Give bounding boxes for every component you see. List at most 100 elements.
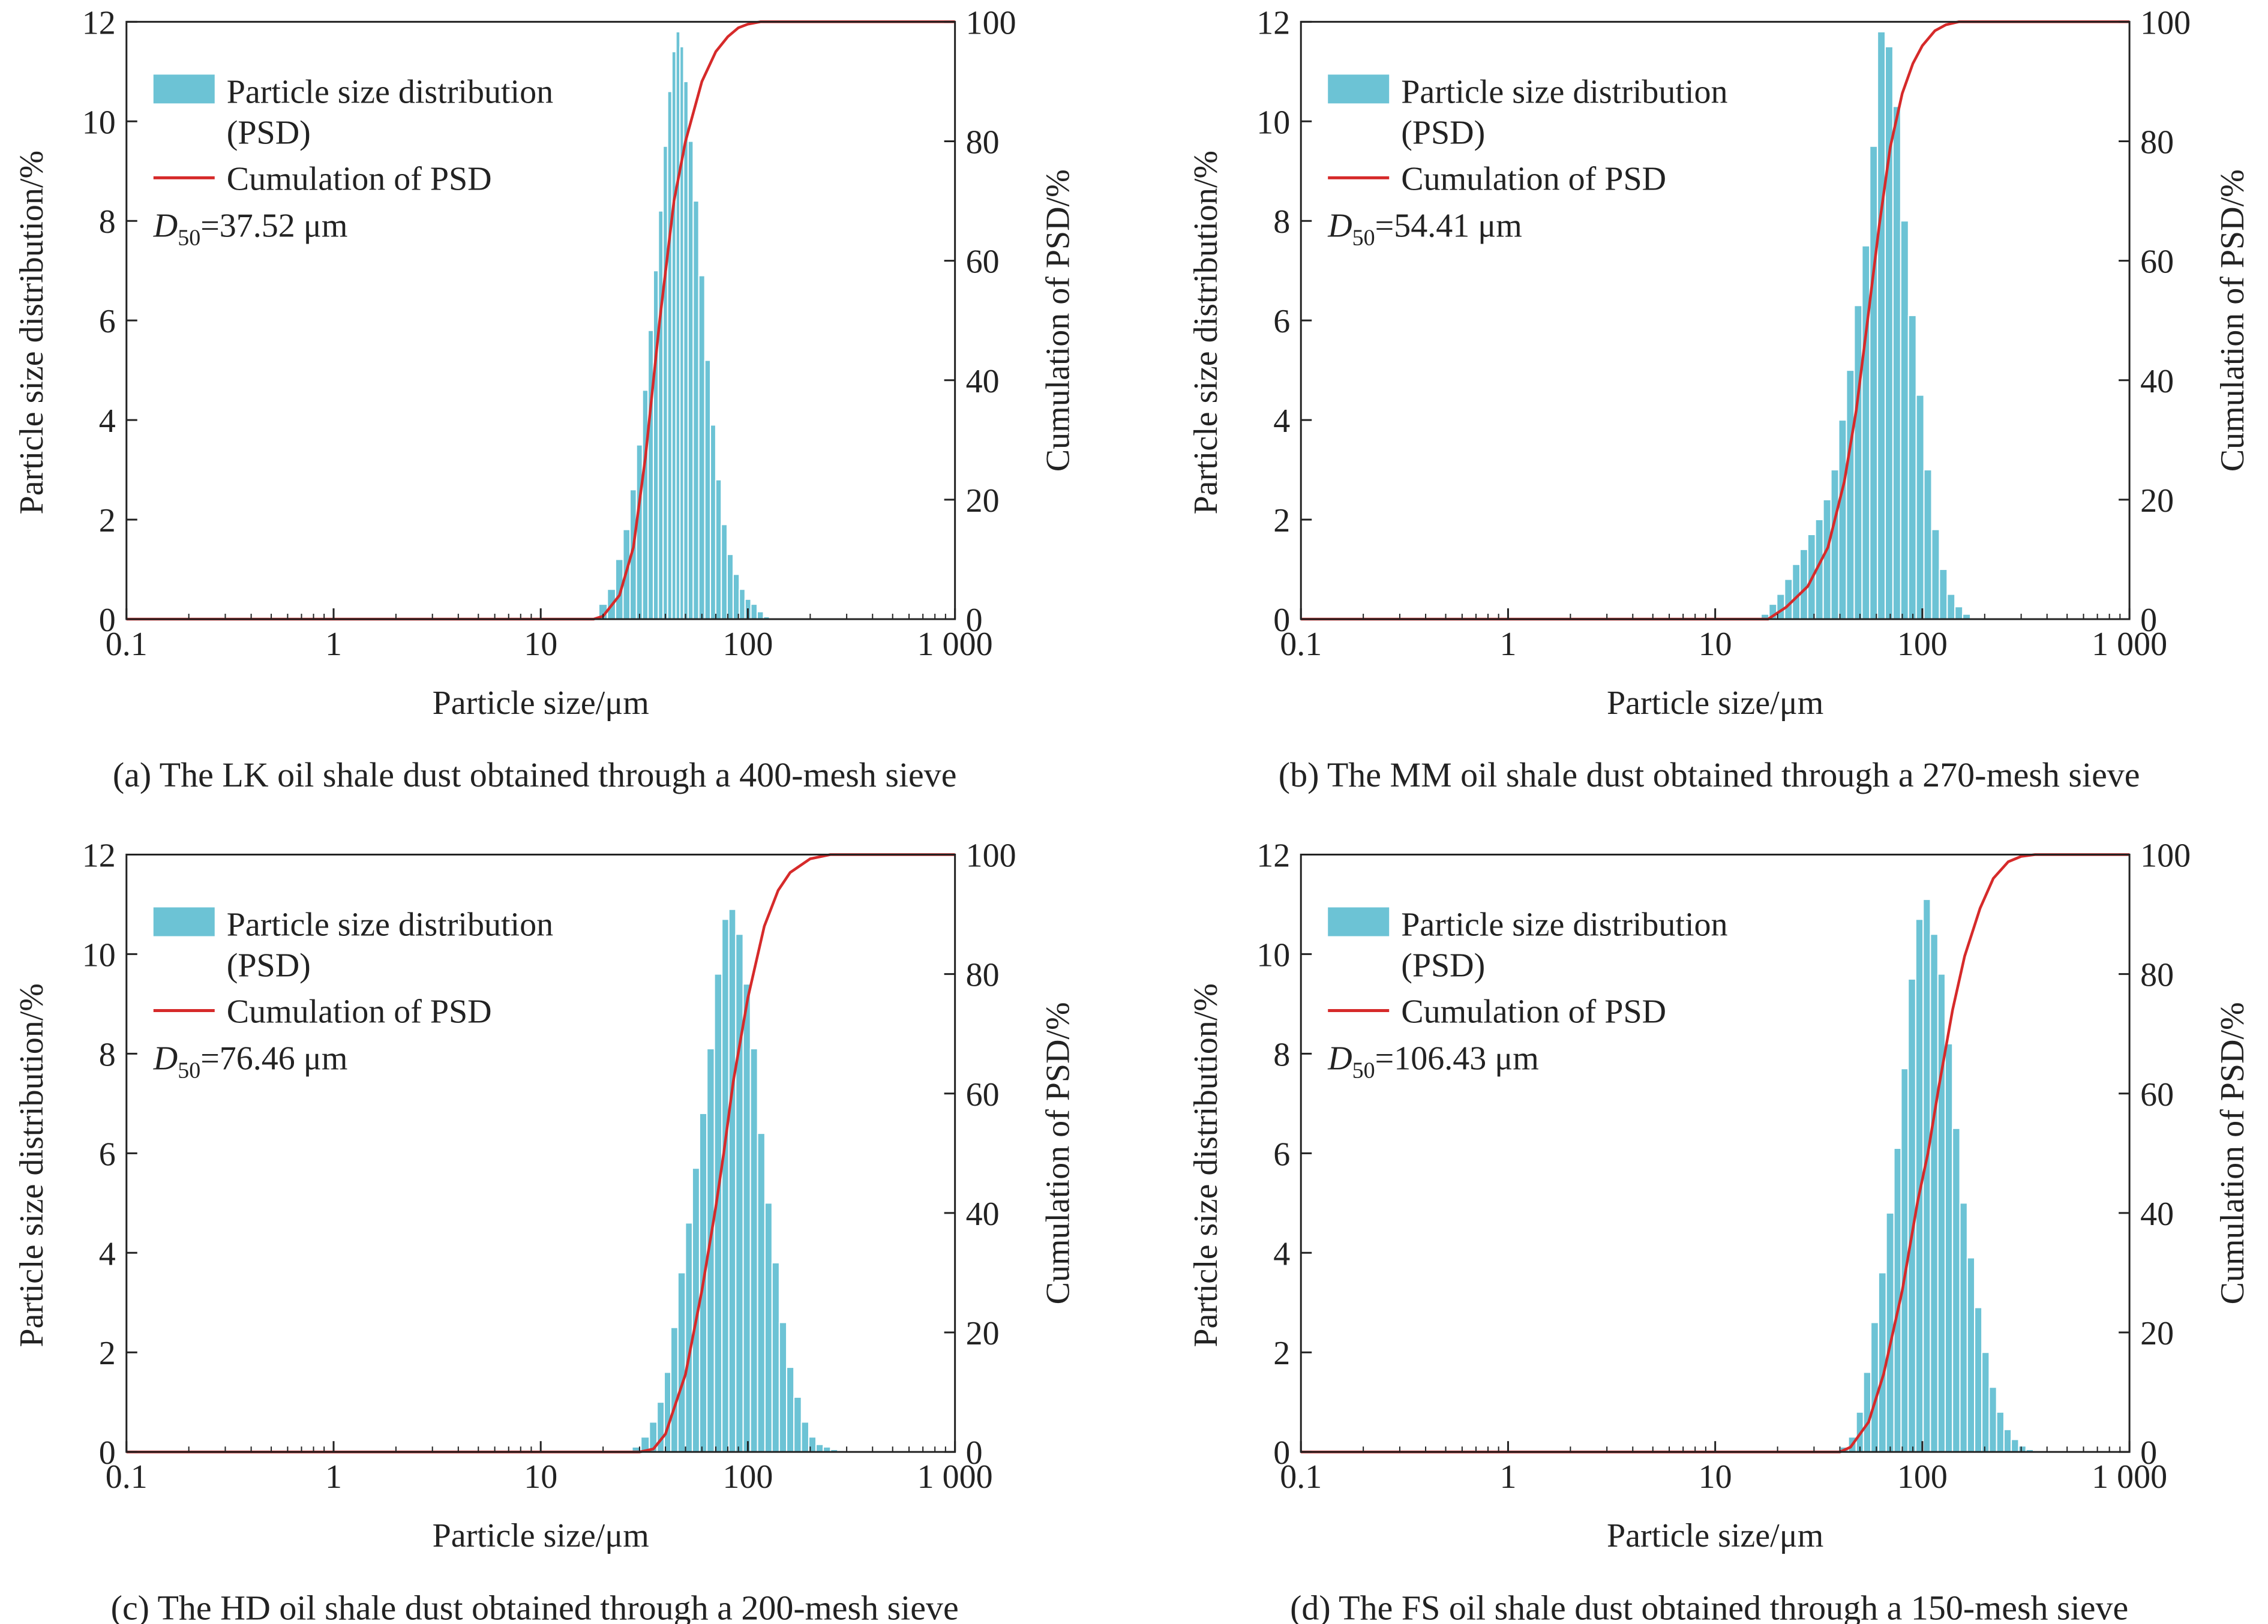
x-tick-label: 1 000 bbox=[917, 626, 993, 663]
chart-panel-b: 0.1 1 10 100 1 000024681012020406080100Parti… bbox=[1187, 4, 2251, 794]
y-right-tick-label: 20 bbox=[966, 1315, 1000, 1352]
psd-bar bbox=[815, 1443, 824, 1453]
y-right-tick-label: 60 bbox=[2140, 244, 2174, 281]
legend-psd-label-2: (PSD) bbox=[227, 947, 311, 984]
y-right-tick-label: 80 bbox=[2140, 124, 2174, 161]
psd-bar bbox=[1907, 314, 1917, 620]
psd-bar bbox=[1952, 1127, 1961, 1453]
psd-bar bbox=[1869, 145, 1879, 620]
x-tick-label: 1 bbox=[1499, 626, 1516, 663]
legend-psd-label: Particle size distribution bbox=[227, 906, 553, 943]
psd-bar bbox=[1923, 469, 1933, 620]
panel-caption: (c) The HD oil shale dust obtained throu… bbox=[111, 1588, 959, 1624]
psd-bar bbox=[756, 611, 764, 620]
x-tick-label: 1 bbox=[1499, 1458, 1516, 1496]
panel-caption: (a) The LK oil shale dust obtained throu… bbox=[113, 755, 957, 794]
d50-value: =106.43 μm bbox=[1375, 1040, 1539, 1077]
psd-bar bbox=[664, 1371, 672, 1453]
y-left-tick-label: 10 bbox=[1256, 936, 1290, 974]
psd-bar bbox=[1799, 548, 1808, 620]
psd-bar bbox=[732, 574, 740, 620]
y-left-tick-label: 0 bbox=[99, 602, 116, 639]
y-left-tick-label: 12 bbox=[1256, 4, 1290, 41]
y-left-axis-label: Particle size distribution/% bbox=[1187, 983, 1225, 1347]
y-left-tick-label: 4 bbox=[1273, 1235, 1290, 1272]
y-right-axis-label: Cumulation of PSD/% bbox=[2214, 1002, 2251, 1304]
d50-symbol: D bbox=[1327, 1040, 1352, 1077]
psd-bar bbox=[692, 200, 700, 620]
plot-frame bbox=[1300, 20, 2131, 620]
legend-cumulative-label: Cumulation of PSD bbox=[227, 993, 492, 1030]
legend-cumulative-label: Cumulation of PSD bbox=[1401, 160, 1666, 197]
psd-bar bbox=[667, 91, 673, 620]
psd-bar bbox=[1885, 46, 1894, 620]
psd-bars bbox=[598, 31, 770, 620]
d50-subscript: 50 bbox=[1352, 225, 1375, 250]
cumulative-psd-line bbox=[1301, 853, 2130, 1454]
psd-bar bbox=[1892, 106, 1901, 620]
y-left-tick-label: 10 bbox=[82, 104, 116, 141]
y-left-tick-label: 0 bbox=[1273, 602, 1290, 639]
plot-frame bbox=[125, 20, 956, 620]
y-right-axis-label: Cumulation of PSD/% bbox=[1040, 1002, 1077, 1304]
psd-bar bbox=[735, 933, 744, 1453]
x-tick-label: 0.1 bbox=[1280, 626, 1322, 663]
psd-bar bbox=[1966, 1257, 1976, 1453]
psd-bars bbox=[631, 908, 846, 1453]
psd-bar bbox=[647, 329, 654, 620]
psd-bar bbox=[685, 1222, 693, 1453]
y-left-tick-label: 8 bbox=[1273, 203, 1290, 241]
d50-subscript: 50 bbox=[178, 1058, 200, 1083]
psd-bar bbox=[1838, 419, 1847, 620]
d50-symbol: D bbox=[153, 207, 178, 244]
y-left-tick-label: 8 bbox=[1273, 1036, 1290, 1073]
y-right-tick-label: 100 bbox=[2140, 4, 2191, 41]
y-left-tick-label: 8 bbox=[99, 203, 116, 241]
legend-psd-label: Particle size distribution bbox=[227, 73, 553, 110]
psd-bar bbox=[1937, 973, 1946, 1453]
d50-value: =37.52 μm bbox=[200, 207, 347, 244]
panel-caption: (d) The FS oil shale dust obtained throu… bbox=[1290, 1588, 2128, 1624]
psd-bar bbox=[683, 80, 689, 620]
y-left-axis-label: Particle size distribution/% bbox=[13, 983, 50, 1347]
psd-bar bbox=[778, 1322, 788, 1453]
y-right-tick-label: 0 bbox=[966, 602, 983, 639]
y-left-tick-label: 4 bbox=[99, 403, 116, 440]
y-right-tick-label: 40 bbox=[2140, 363, 2174, 400]
plot-frame bbox=[125, 853, 956, 1453]
psd-bar bbox=[2011, 1439, 2020, 1453]
psd-bar bbox=[750, 604, 758, 620]
chart-panel-c: 0.1 1 10 100 1 000024681012020406080100Parti… bbox=[13, 837, 1077, 1624]
x-tick-label: 10 bbox=[524, 1458, 557, 1496]
x-axis-label: Particle size/μm bbox=[1607, 685, 1823, 722]
psd-bar bbox=[652, 270, 659, 620]
x-tick-label: 10 bbox=[1699, 1458, 1732, 1496]
psd-bar bbox=[749, 1048, 758, 1453]
psd-bar bbox=[786, 1367, 795, 1453]
legend-cumulative-label: Cumulation of PSD bbox=[227, 160, 492, 197]
psd-bar bbox=[658, 210, 664, 620]
d50-subscript: 50 bbox=[178, 225, 200, 250]
psd-bar bbox=[793, 1396, 802, 1453]
psd-bar bbox=[677, 1272, 686, 1453]
y-left-tick-label: 6 bbox=[1273, 1136, 1290, 1173]
psd-bar bbox=[1822, 499, 1832, 620]
x-tick-label: 100 bbox=[1897, 626, 1948, 663]
y-left-tick-label: 2 bbox=[1273, 1335, 1290, 1372]
psd-bar bbox=[670, 1326, 679, 1453]
psd-bar bbox=[1900, 220, 1909, 620]
psd-bar bbox=[1830, 469, 1840, 620]
psd-bar bbox=[704, 359, 712, 620]
y-left-tick-label: 2 bbox=[99, 502, 116, 539]
y-right-tick-label: 60 bbox=[966, 1076, 1000, 1113]
cumulative-psd-line bbox=[1301, 20, 2130, 621]
y-right-tick-label: 20 bbox=[2140, 482, 2174, 520]
psd-bar bbox=[1862, 1371, 1872, 1453]
y-left-tick-label: 6 bbox=[99, 303, 116, 340]
x-tick-label: 0.1 bbox=[1280, 1458, 1322, 1496]
psd-bar bbox=[721, 524, 728, 620]
y-right-tick-label: 80 bbox=[966, 957, 1000, 994]
y-left-tick-label: 12 bbox=[82, 4, 116, 41]
y-right-tick-label: 0 bbox=[2140, 1434, 2157, 1472]
